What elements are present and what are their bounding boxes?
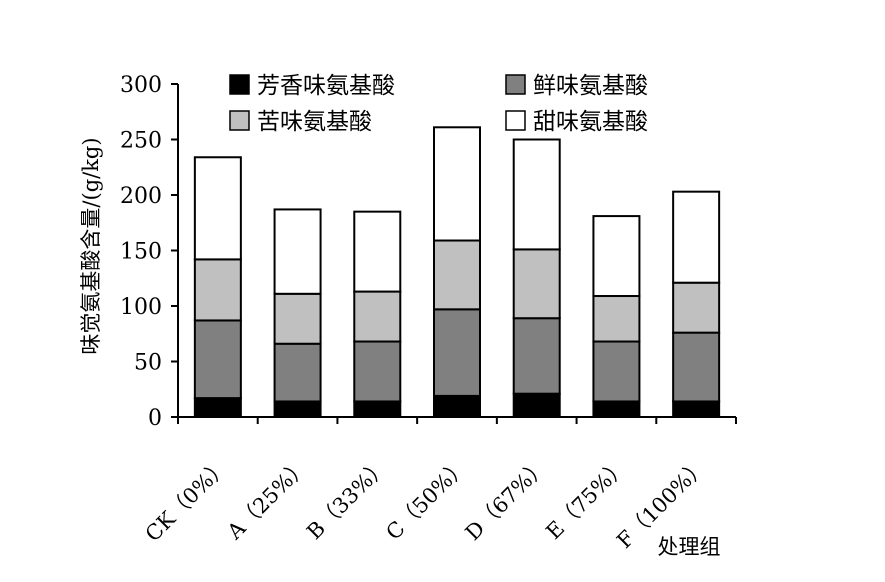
bar-segment: [193, 156, 242, 261]
bar-segment: [433, 126, 481, 242]
y-tick-label: 300: [120, 73, 162, 98]
bar-segment: [193, 397, 242, 419]
legend-swatch: [229, 74, 250, 95]
legend-label: 鲜味氨基酸: [533, 73, 648, 99]
x-tick-label: D（67%）: [461, 454, 553, 546]
bar-segment: [512, 392, 561, 419]
x-tick-label: A（25%）: [222, 454, 313, 545]
bar-segment: [592, 215, 641, 298]
x-tick-label: C（50%）: [381, 454, 472, 545]
bar-segment: [433, 308, 481, 397]
bar-segment: [433, 394, 481, 419]
legend-swatch: [505, 110, 526, 131]
legend-swatch: [229, 110, 250, 131]
bar-segment: [353, 210, 402, 293]
y-axis: 0 50 100 150 200 250 300: [120, 73, 179, 431]
bar-segment: [512, 317, 561, 395]
y-tick-label: 150: [120, 240, 162, 265]
bar-segment: [592, 340, 641, 403]
bar-segment: [433, 239, 481, 311]
x-tick-label: CK（0%）: [141, 454, 234, 547]
bar-segment: [672, 331, 721, 403]
y-tick-label: 250: [120, 129, 162, 154]
legend-swatch: [505, 74, 526, 95]
bar-segment: [592, 295, 641, 343]
bar-segment: [353, 400, 402, 418]
bar-segment: [353, 340, 402, 403]
bar-segment: [672, 400, 721, 418]
x-axis-label: 处理组: [658, 535, 721, 559]
bar-segment: [512, 138, 561, 251]
y-tick-label: 50: [134, 351, 162, 376]
bars: [193, 126, 721, 419]
legend-label: 甜味氨基酸: [533, 109, 648, 135]
x-axis: CK（0%）A（25%）B（33%）C（50%）D（67%）E（75%）F（10…: [141, 416, 737, 553]
bar-segment: [193, 319, 242, 400]
bar-segment: [273, 400, 322, 418]
bar-segment: [672, 281, 721, 334]
y-axis-label: 味觉氨基酸含量/(g/kg): [79, 137, 103, 354]
bar-segment: [273, 342, 322, 403]
bar-segment: [273, 208, 322, 295]
bar-segment: [672, 190, 721, 284]
x-tick-label: B（33%）: [302, 454, 393, 545]
y-tick-label: 0: [148, 406, 162, 431]
bar-segment: [512, 248, 561, 320]
y-tick-label: 100: [120, 295, 162, 320]
y-tick-label: 200: [120, 184, 162, 209]
legend-label: 芳香味氨基酸: [257, 73, 395, 99]
bar-segment: [353, 290, 402, 343]
bar-segment: [193, 258, 242, 322]
bar-segment: [273, 292, 322, 345]
bar-segment: [592, 400, 641, 418]
legend-label: 苦味氨基酸: [257, 109, 372, 135]
